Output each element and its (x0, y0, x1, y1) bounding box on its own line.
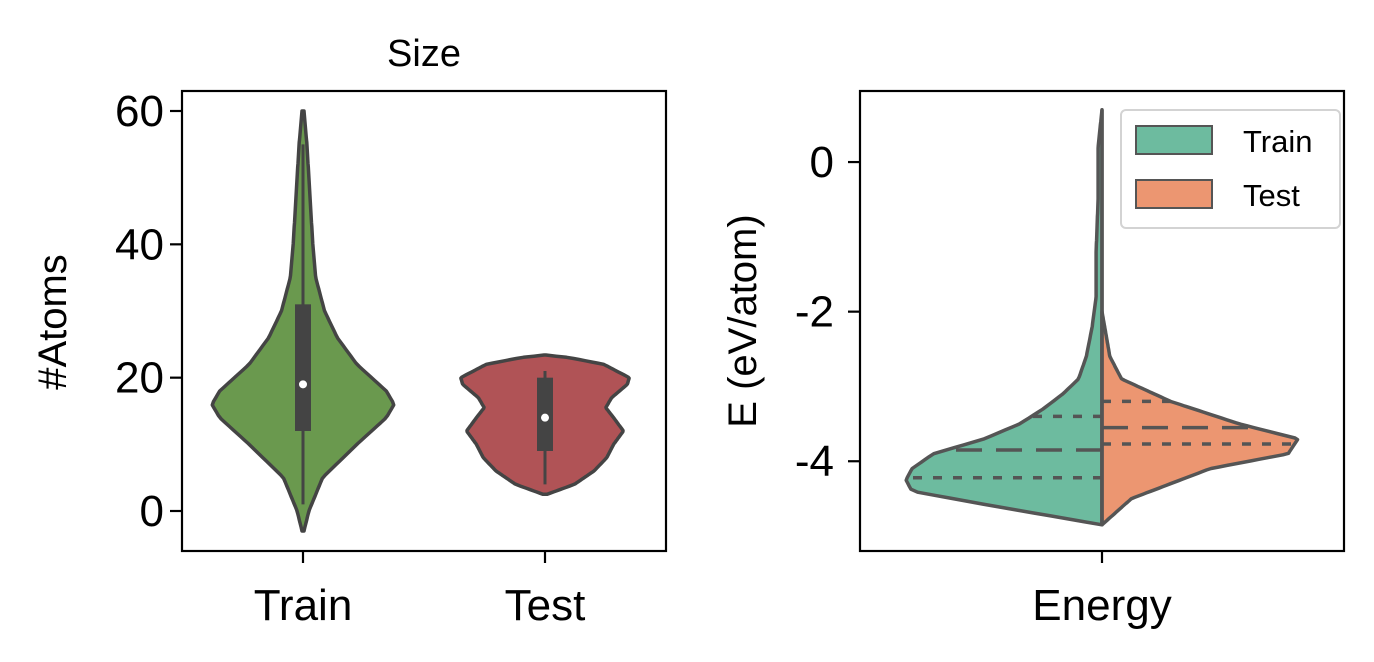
size-chart-ylabel: #Atoms (31, 254, 75, 390)
energy-ytick-label: -2 (795, 288, 834, 337)
energy-x-axis: Energy (1032, 551, 1172, 630)
energy-chart: E (eV/atom) 0 -2 -4 Energy Train Test (721, 89, 1346, 630)
size-xtick-label-train: Train (254, 581, 353, 630)
legend-label-train: Train (1243, 124, 1312, 159)
size-chart: Size #Atoms 0 20 40 60 Train Test (31, 33, 668, 630)
energy-plot-frame (858, 89, 1346, 553)
size-y-axis: 0 20 40 60 (115, 87, 182, 536)
energy-ytick-label: 0 (810, 138, 834, 187)
violin-median-train (299, 380, 307, 389)
split-violin-test (1100, 309, 1300, 527)
size-chart-title: Size (387, 33, 461, 75)
size-plot-frame (180, 89, 668, 553)
size-ytick-label: 40 (115, 220, 164, 269)
legend-swatch-train (1135, 125, 1213, 155)
size-ytick-label: 60 (115, 87, 164, 136)
violin-iqr-box-train (295, 304, 311, 431)
energy-ytick-label: -4 (795, 437, 834, 486)
violin-median-test (541, 413, 549, 422)
size-x-axis: Train Test (254, 551, 586, 630)
split-violin-train (904, 107, 1104, 527)
size-ytick-label: 20 (115, 354, 164, 403)
energy-chart-ylabel: E (eV/atom) (721, 214, 765, 427)
legend-label-test: Test (1243, 178, 1300, 213)
size-violins (210, 109, 631, 533)
energy-legend: Train Test (1120, 109, 1341, 229)
size-ytick-label: 0 (140, 487, 164, 536)
size-xtick-label-test: Test (505, 581, 586, 630)
energy-y-axis: 0 -2 -4 (795, 138, 860, 486)
legend-swatch-test (1135, 179, 1213, 209)
energy-violins (904, 107, 1300, 527)
energy-xtick-label: Energy (1032, 581, 1171, 630)
